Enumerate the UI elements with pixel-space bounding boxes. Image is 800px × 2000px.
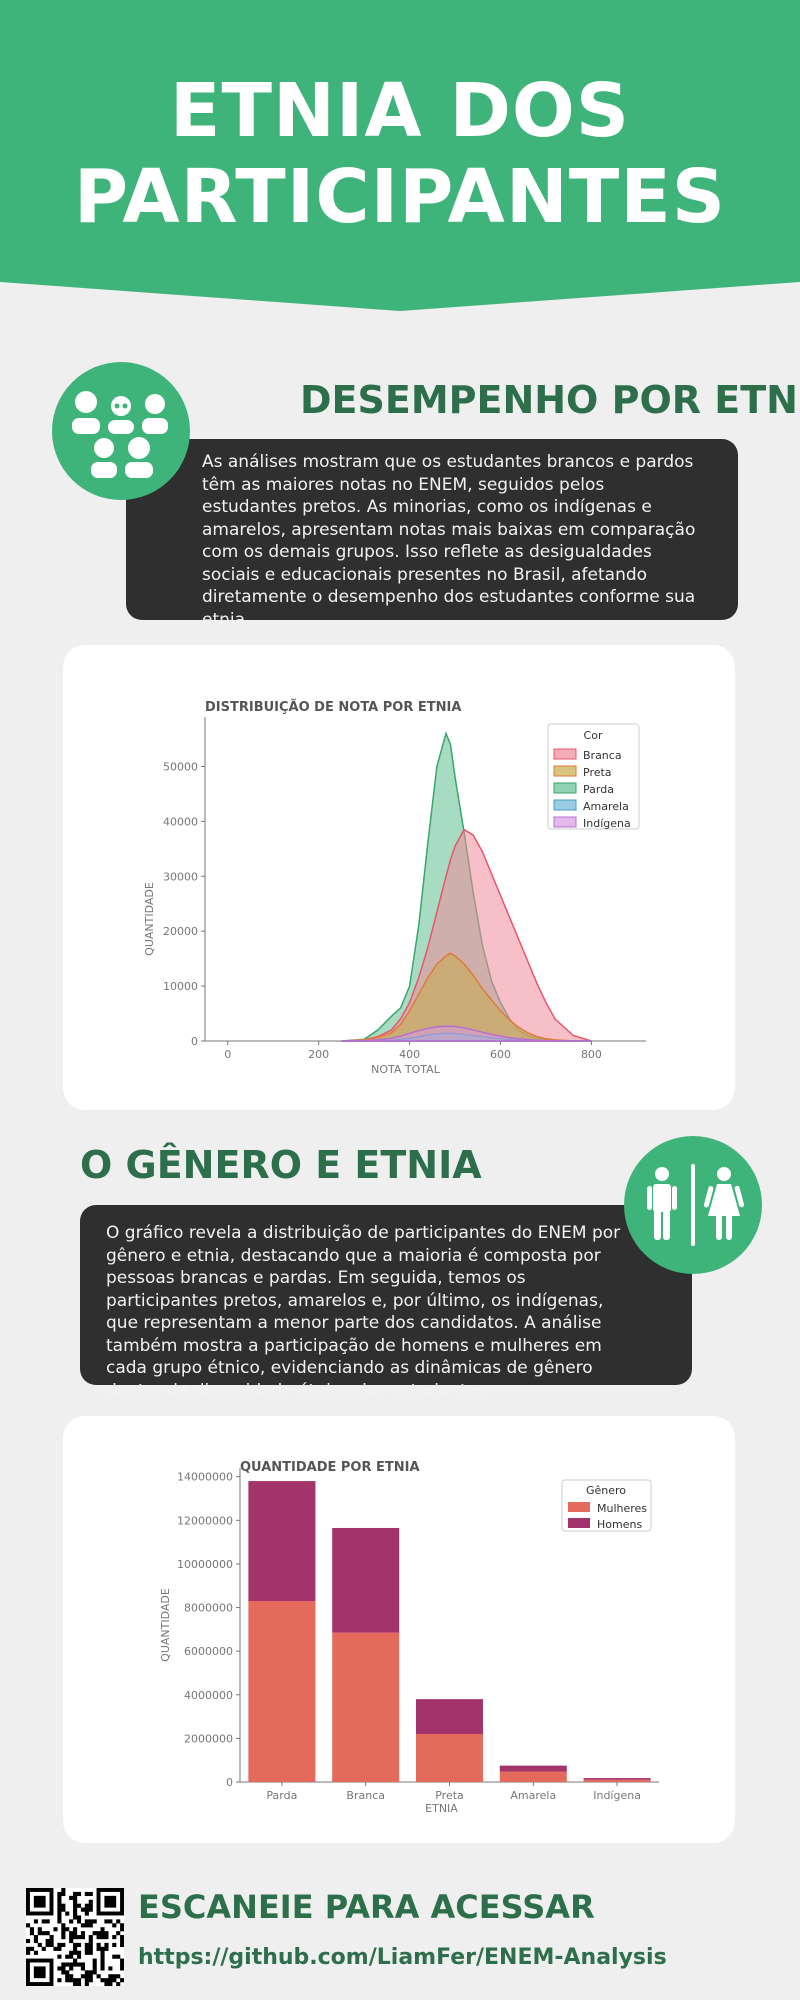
header-shape [0, 0, 800, 311]
x-axis-label: ETNIA [425, 1802, 458, 1815]
chart-title: DISTRIBUIÇÃO DE NOTA POR ETNIA [205, 699, 461, 715]
series-area-indígena [341, 1025, 592, 1042]
legend-label: Mulheres [597, 1502, 647, 1515]
bar-homens-amarela [499, 1765, 567, 1772]
x-axis-label: NOTA TOTAL [371, 1063, 441, 1076]
x-tick-label: 0 [224, 1048, 231, 1061]
distribution-chart-card: DISTRIBUIÇÃO DE NOTA POR ETNIA 0 10000 2000… [63, 645, 735, 1110]
y-axis-label: QUANTIDADE [143, 882, 156, 956]
section-title-performance: DESEMPENHO POR ETNIA [300, 378, 800, 422]
page-title: ETNIA DOS PARTICIPANTES [0, 68, 800, 240]
bar-mulheres-parda [248, 1601, 316, 1782]
quantity-chart-card: QUANTIDADE POR ETNIA 0 2000000 4000000 60000… [63, 1416, 735, 1843]
distribution-chart: DISTRIBUIÇÃO DE NOTA POR ETNIA0100002000… [143, 699, 646, 1076]
performance-description-text: As análises mostram que os estudantes br… [202, 452, 696, 630]
x-tick-label: 200 [308, 1048, 329, 1061]
x-tick-label: 600 [490, 1048, 511, 1061]
legend-label: Parda [583, 783, 614, 796]
legend-title: Gênero [586, 1484, 626, 1497]
page-title-line2: PARTICIPANTES [73, 154, 727, 240]
legend-label: Indígena [583, 817, 631, 830]
x-tick-label: 800 [581, 1048, 602, 1061]
legend-swatch [568, 1518, 590, 1528]
x-tick-label: Amarela [510, 1789, 556, 1802]
gender-description-box: O gráfico revela a distribuição de parti… [80, 1205, 692, 1401]
qr-code-icon[interactable] [26, 1888, 125, 1987]
footer-title: ESCANEIE PARA ACESSAR [138, 1888, 595, 1926]
y-tick-label: 10000000 [177, 1558, 233, 1571]
repository-link[interactable]: https://github.com/LiamFer/ENEM-Analysis [138, 1945, 667, 1970]
bar-homens-parda [248, 1481, 316, 1602]
y-tick-label: 6000000 [184, 1645, 233, 1658]
y-tick-label: 0 [226, 1776, 233, 1789]
gender-icon [624, 1136, 762, 1274]
bar-homens-indígena [583, 1778, 651, 1780]
x-tick-label: Parda [266, 1789, 297, 1802]
legend-swatch [553, 816, 577, 828]
bar-mulheres-branca [332, 1632, 400, 1782]
legend-label: Branca [583, 749, 622, 762]
legend-label: Homens [597, 1518, 642, 1531]
y-tick-label: 2000000 [184, 1732, 233, 1745]
legend-swatch [553, 799, 577, 811]
y-tick-label: 0 [191, 1035, 198, 1048]
section-title-gender: O GÊNERO E ETNIA [80, 1143, 482, 1187]
legend-title: Cor [584, 729, 603, 742]
bar-mulheres-indígena [583, 1779, 651, 1782]
y-tick-label: 12000000 [177, 1514, 233, 1527]
y-tick-label: 10000 [163, 980, 198, 993]
chart-title: QUANTIDADE POR ETNIA [240, 1460, 420, 1475]
x-tick-label: Branca [346, 1789, 385, 1802]
x-tick-label: 400 [399, 1048, 420, 1061]
series-area-preta [341, 952, 592, 1042]
x-tick-label: Indígena [593, 1789, 641, 1802]
y-tick-label: 50000 [163, 760, 198, 773]
bar-mulheres-amarela [499, 1771, 567, 1782]
y-tick-label: 40000 [163, 815, 198, 828]
header-banner: ETNIA DOS PARTICIPANTES [0, 0, 800, 312]
y-tick-label: 8000000 [184, 1602, 233, 1615]
y-tick-label: 30000 [163, 870, 198, 883]
legend-swatch [553, 748, 577, 760]
bar-homens-branca [332, 1527, 400, 1633]
legend-swatch [568, 1502, 590, 1512]
y-tick-label: 20000 [163, 925, 198, 938]
series-area-branca [341, 828, 592, 1042]
legend-label: Amarela [583, 800, 629, 813]
y-tick-label: 4000000 [184, 1689, 233, 1702]
gender-description-text: O gráfico revela a distribuição de parti… [106, 1223, 621, 1401]
people-group-icon [52, 362, 190, 500]
y-axis-label: QUANTIDADE [159, 1588, 172, 1662]
page-title-line1: ETNIA DOS [169, 68, 631, 154]
legend-swatch [553, 765, 577, 777]
legend-label: Preta [583, 766, 612, 779]
bar-homens-preta [415, 1699, 484, 1735]
legend-swatch [553, 782, 577, 794]
y-tick-label: 14000000 [177, 1471, 233, 1484]
performance-description-box: As análises mostram que os estudantes br… [126, 439, 738, 630]
quantity-chart: QUANTIDADE POR ETNIA 0 2000000 4000000 60000… [159, 1460, 659, 1815]
x-tick-label: Preta [435, 1789, 464, 1802]
bar-mulheres-preta [415, 1734, 484, 1782]
